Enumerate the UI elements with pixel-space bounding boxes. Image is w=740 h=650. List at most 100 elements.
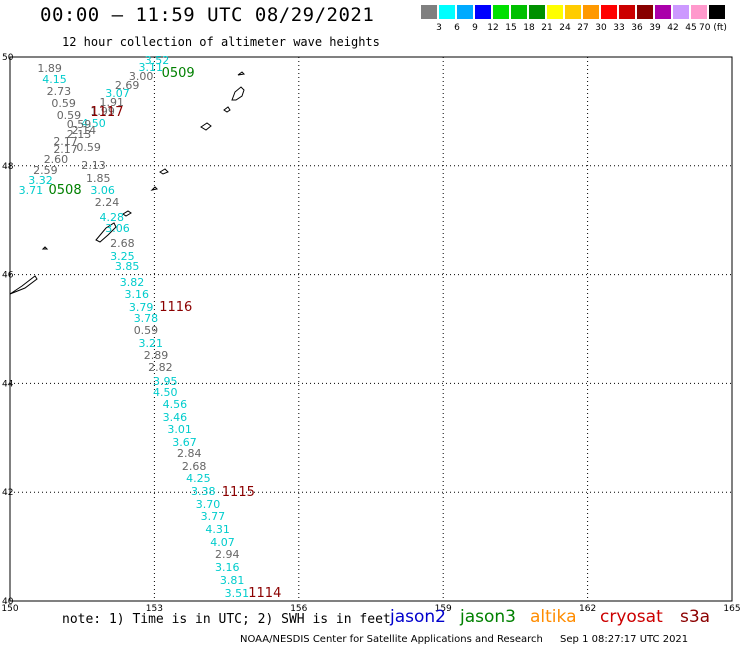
longitude-labels: 150 153 156 159 162 165 xyxy=(1,604,740,614)
wave-height-value: 3.79 xyxy=(128,300,154,314)
legend-label: 45 xyxy=(685,23,697,33)
legend-swatch xyxy=(637,5,653,19)
wave-height-value: 2.84 xyxy=(177,447,202,461)
wave-height-value: 3.51 xyxy=(224,587,250,601)
wave-height-value: 3.07 xyxy=(105,87,130,101)
wave-height-value: 0.59 xyxy=(66,118,92,132)
legend-label: 18 xyxy=(523,23,535,33)
legend-label: 15 xyxy=(505,23,517,33)
wave-height-value: 3.16 xyxy=(215,561,240,575)
legend-swatch xyxy=(583,5,599,19)
legend-swatch xyxy=(547,5,563,19)
pass-time-label: 0509 xyxy=(161,65,195,81)
wave-height-value: 1.91 xyxy=(99,96,125,110)
longitude-tick: 150 xyxy=(1,604,18,614)
wave-height-value: 3.46 xyxy=(162,411,188,425)
coastline xyxy=(9,71,246,295)
legend-swatch xyxy=(457,5,473,19)
legend-swatch xyxy=(511,5,527,19)
island-outline xyxy=(122,210,132,217)
wave-height-value: 2.68 xyxy=(181,459,207,473)
longitude-tick: 165 xyxy=(723,604,740,614)
legend-swatch xyxy=(421,5,437,19)
pass-time-label: 1115 xyxy=(221,485,255,501)
legend-label: 21 xyxy=(541,23,553,33)
satellite-jason3: jason3 xyxy=(460,607,516,627)
wave-height-value: 3.01 xyxy=(167,422,192,436)
footer-credit: NOAA/NESDIS Center for Satellite Applica… xyxy=(240,634,688,645)
satellite-cryosat: cryosat xyxy=(600,607,663,627)
wave-height-value: 4.50 xyxy=(152,385,178,399)
legend-swatch xyxy=(601,5,617,19)
island-outline xyxy=(231,86,245,101)
wave-height-value: 0.59 xyxy=(51,97,76,111)
wave-height-value: 3.77 xyxy=(200,510,226,524)
latitude-tick: 48 xyxy=(2,162,14,172)
wave-height-value: 4.50 xyxy=(81,116,106,130)
satellite-s3a: s3a xyxy=(680,607,711,627)
wave-height-value: 0.59 xyxy=(56,109,82,123)
island-outline xyxy=(223,106,231,113)
wave-height-value: 3.00 xyxy=(128,70,154,84)
wave-height-value: 2.17 xyxy=(53,134,78,148)
legend-swatch xyxy=(655,5,671,19)
legend-swatch xyxy=(439,5,455,19)
wave-height-value: 4.07 xyxy=(210,535,235,549)
island-outline xyxy=(41,246,49,250)
wave-height-value: 2.59 xyxy=(33,164,58,178)
wave-height-value: 2.89 xyxy=(143,349,169,363)
generated-date: Sep 1 08:27:17 UTC 2021 xyxy=(560,634,689,645)
wave-height-value: 2.60 xyxy=(43,153,69,167)
legend-swatch xyxy=(673,5,689,19)
wave-height-value: 1.99 xyxy=(90,104,115,118)
wave-height-value: 3.32 xyxy=(28,174,53,188)
wave-height-value: 3.78 xyxy=(133,311,159,325)
page-title: 00:00 – 11:59 UTC 08/29/2021 xyxy=(40,4,375,26)
legend-swatch xyxy=(493,5,509,19)
wave-height-value: 2.82 xyxy=(148,360,173,374)
wave-height-value: 3.95 xyxy=(152,374,178,388)
legend-swatch xyxy=(691,5,707,19)
wave-height-value: 4.25 xyxy=(186,471,211,485)
island-outline xyxy=(159,168,169,175)
page-subtitle: 12 hour collection of altimeter wave hei… xyxy=(62,35,380,49)
longitude-tick: 159 xyxy=(435,604,452,614)
wave-height-value: 3.81 xyxy=(219,574,245,588)
satellite-altika: altika xyxy=(530,607,577,627)
island-outline xyxy=(9,275,38,295)
pass-time-label: 1116 xyxy=(159,299,193,315)
legend-swatch xyxy=(565,5,581,19)
wave-height-value: 3.71 xyxy=(18,184,44,198)
wave-height-value: 3.52 xyxy=(144,54,170,68)
island-outline xyxy=(150,186,159,191)
wave-height-value: 3.16 xyxy=(124,287,150,301)
latitude-tick: 42 xyxy=(2,488,13,498)
latitude-tick: 44 xyxy=(2,379,14,389)
wave-height-value: 3.82 xyxy=(119,275,145,289)
legend-label: 70 (ft) xyxy=(699,23,727,33)
legend-label: 24 xyxy=(559,23,571,33)
legend-label: 9 xyxy=(472,23,478,33)
wave-height-value: 4.28 xyxy=(99,211,125,225)
pass-time-label: 1117 xyxy=(90,105,124,121)
wave-height-value: 3.38 xyxy=(190,485,216,499)
wave-height-value: 1.89 xyxy=(37,62,62,76)
legend-label: 27 xyxy=(577,23,589,33)
wave-height-value: 2.14 xyxy=(71,124,97,138)
wave-height-value: 3.21 xyxy=(138,336,164,350)
wave-height-value: 3.06 xyxy=(90,184,115,198)
pass-time-label: 1114 xyxy=(248,585,282,601)
pass-time-label: 0508 xyxy=(48,183,82,199)
map-frame xyxy=(9,56,733,602)
wave-height-value: 1.85 xyxy=(86,171,111,185)
wave-height-value: 4.31 xyxy=(205,523,230,537)
wave-height-value: 4.15 xyxy=(42,73,67,87)
legend-label: 3 xyxy=(436,23,442,33)
wave-height-value: 0.59 xyxy=(76,141,101,155)
wave-height-value: 3.11 xyxy=(138,61,164,75)
legend-swatch xyxy=(475,5,491,19)
legend-label: 12 xyxy=(487,23,499,33)
wave-height-value: 3.67 xyxy=(172,435,197,449)
legend-label: 33 xyxy=(613,23,625,33)
